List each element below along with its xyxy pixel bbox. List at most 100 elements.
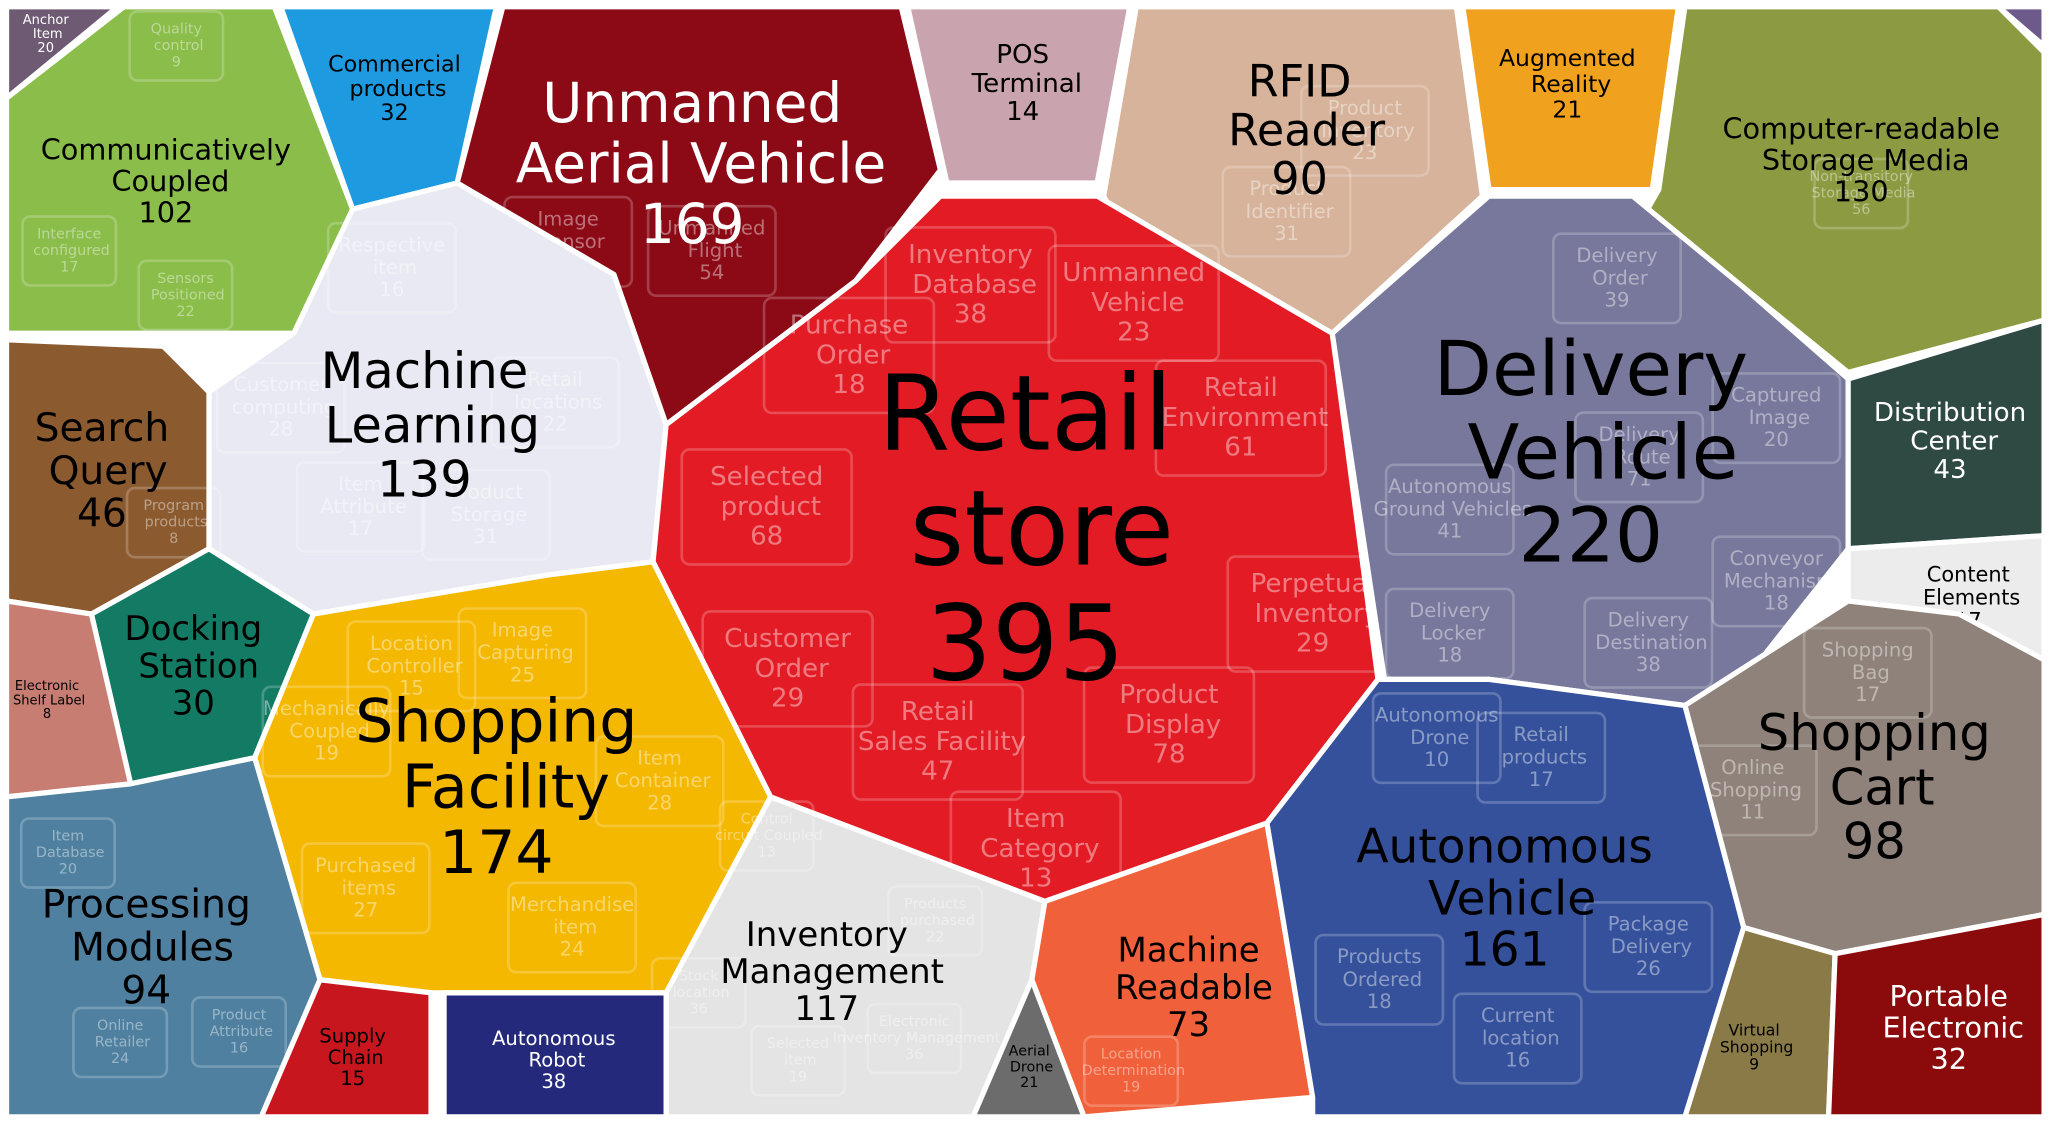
sub-cell-name-line: Bag <box>1846 660 1890 683</box>
cell-name: Anchor Item <box>23 12 70 41</box>
sub-cell-name-line: Quality <box>151 21 203 37</box>
cell-name-line: Center <box>1902 426 1998 456</box>
cell-name-line: Augmented <box>1499 44 1636 72</box>
sub-cell-name: Respective item <box>338 233 445 279</box>
sub-cell-name: Selected item <box>767 1036 829 1069</box>
sub-cell-name: Online Retailer <box>90 1018 150 1051</box>
sub-cell-name-line: Delivery <box>1608 608 1689 631</box>
sub-cell-name: Item Attribute <box>314 472 407 518</box>
sub-cell-name: Quality control <box>149 21 203 54</box>
sub-cell-name-line: Product <box>1249 177 1324 200</box>
cell-value: 21 <box>1552 95 1582 123</box>
sub-cell-name-line: Products <box>1337 945 1422 968</box>
cell-name-line: Robot <box>522 1048 585 1071</box>
sub-cell-name: Control circuit Coupled <box>711 812 823 845</box>
sub-cell-name-line: Electronic <box>879 1014 950 1030</box>
sub-cell-name-line: Program <box>143 498 204 514</box>
sub-cell-name-line: Container <box>609 769 712 792</box>
cell-name-line: Storage Media <box>1753 143 1970 177</box>
sub-cell-name: Autonomous Drone <box>1375 703 1499 749</box>
cell-name: Virtual Shopping <box>1715 1020 1794 1056</box>
sub-cell-value: 22 <box>543 412 568 435</box>
sub-cell-value: 19 <box>789 1069 807 1085</box>
sub-cell-name-line: Sensors <box>157 271 214 287</box>
sub-cell-name-line: Display <box>1117 710 1222 740</box>
sub-cell-value: 28 <box>647 791 672 814</box>
sub-cell-value: 54 <box>699 261 724 284</box>
cell-name-line: Cart <box>1814 758 1935 816</box>
sub-cell <box>1082 666 1256 784</box>
cell-value: 73 <box>1167 1005 1210 1045</box>
sub-cell <box>1583 596 1714 689</box>
cell-name-line: Electronic <box>15 678 79 693</box>
cell-name-line: Virtual <box>1729 1020 1780 1039</box>
sub-cell-name: Retail Sales Facility <box>850 697 1027 757</box>
sub-cell-name-line: Product <box>449 480 524 503</box>
sub-cell-name: Merchandise item <box>510 892 634 938</box>
sub-cell-value: 16 <box>1505 1049 1530 1072</box>
sub-cell <box>1047 244 1220 362</box>
cell-name-line: Shopping <box>1715 1037 1794 1056</box>
sub-cell-value: 23 <box>1352 141 1377 164</box>
sub-cell-name: Sensors Positioned <box>146 271 224 304</box>
sub-cell-name: Delivery Locker <box>1409 599 1490 645</box>
cell-value: 43 <box>1933 455 1966 485</box>
sub-cell <box>137 259 234 332</box>
sub-cell-value: 22 <box>926 930 944 946</box>
cell-name-line: Computer-readable <box>1722 112 1999 146</box>
cell-name-line: Learning <box>309 396 540 454</box>
sub-cell-name-line: Merchandise <box>510 892 634 915</box>
cell-name-line: Aerial Vehicle <box>498 131 886 195</box>
sub-cell <box>457 607 588 700</box>
sub-cell-name-line: Delivery <box>1576 243 1657 266</box>
cell-name: Search Query <box>35 405 170 493</box>
sub-cell-name-line: Storage Media <box>1807 185 1915 201</box>
sub-cell-value: 31 <box>473 525 498 548</box>
sub-cell <box>884 226 1057 344</box>
sub-cell <box>507 881 638 974</box>
sub-cell <box>1813 157 1910 230</box>
cell-name-line: store <box>877 467 1174 589</box>
sub-cell <box>300 842 431 935</box>
sub-cell-value: 27 <box>353 898 378 921</box>
sub-cell-name-line: purchased <box>895 913 975 929</box>
sub-cell <box>346 620 477 713</box>
cell-name-line: Machine <box>321 341 529 399</box>
cell-name: Portable Electronic <box>1873 979 2024 1045</box>
sub-cell-value: 20 <box>59 862 77 878</box>
cell-value: 14 <box>1006 97 1039 127</box>
sub-cell-name-line: Package <box>1608 912 1689 935</box>
sub-cell-name: Delivery Order <box>1576 243 1657 289</box>
sub-cell <box>1574 411 1705 504</box>
sub-cell-value: 38 <box>954 299 987 329</box>
cell <box>258 977 434 1120</box>
sub-cell-value: 25 <box>510 663 535 686</box>
cell-name-line: Shelf Label <box>9 693 85 708</box>
sub-cell-name-line: Online <box>97 1018 143 1034</box>
cell-name: RFID Reader <box>1214 57 1386 157</box>
sub-cell-value: 11 <box>1740 800 1765 823</box>
sub-cell-name-line: Selected <box>710 461 823 491</box>
cell <box>1029 820 1316 1120</box>
sub-cell-name: Products Ordered <box>1336 945 1422 991</box>
sub-cell-name: Conveyor Mechanism <box>1718 546 1835 592</box>
sub-cell-name: Unmanned Flight <box>658 216 765 262</box>
sub-cell-name: Item Category <box>972 804 1100 864</box>
cell-value: 395 <box>926 582 1125 704</box>
sub-cell <box>1476 711 1607 804</box>
cell-name: Autonomous Robot <box>492 1027 616 1072</box>
sub-cell-name-line: Respective <box>338 233 445 256</box>
sub-cell-name-line: Conveyor <box>1730 546 1824 569</box>
sub-cell-name-line: Stock <box>679 968 719 984</box>
cell <box>905 4 1133 186</box>
sub-cell <box>887 885 984 957</box>
sub-cell-name-line: Destination <box>1589 630 1708 653</box>
sub-cell-name-line: Storage <box>444 502 527 525</box>
cell-name-line: Management <box>710 952 944 992</box>
sub-cell-name-line: Item <box>52 829 85 845</box>
